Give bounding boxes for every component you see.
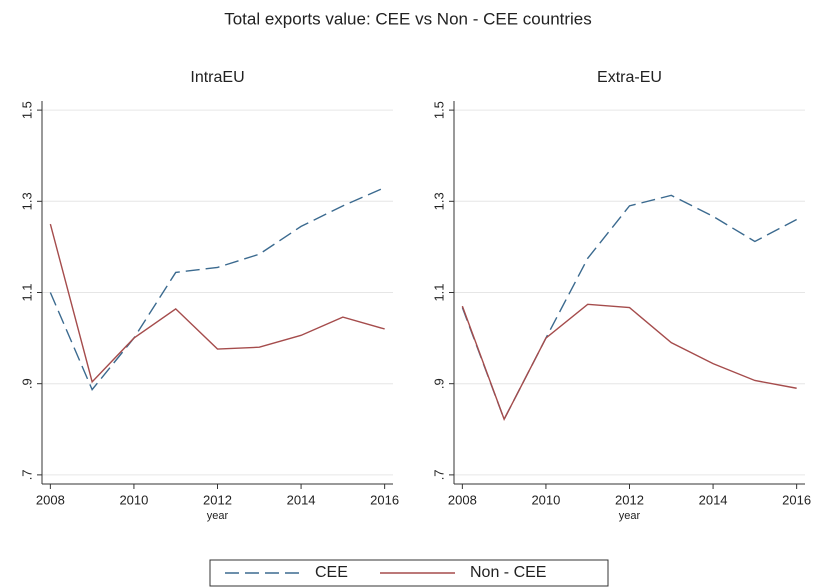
panel-title: Extra-EU: [597, 69, 662, 86]
y-tick-label: .7: [19, 469, 34, 480]
x-axis-label: year: [207, 510, 229, 522]
legend-label: CEE: [315, 564, 348, 581]
x-tick-label: 2010: [531, 492, 560, 507]
figure-title: Total exports value: CEE vs Non - CEE co…: [224, 9, 592, 28]
y-tick-label: 1.3: [19, 192, 34, 210]
data-line: [49, 186, 385, 391]
x-tick-label: 2014: [287, 492, 316, 507]
y-tick-label: 1.5: [19, 101, 34, 119]
y-tick-label: .7: [431, 469, 446, 480]
y-tick-label: 1.3: [431, 192, 446, 210]
y-tick-label: .9: [431, 378, 446, 389]
x-tick-label: 2008: [36, 492, 65, 507]
y-tick-label: .9: [19, 378, 34, 389]
data-line: [49, 223, 385, 384]
x-tick-label: 2008: [448, 492, 477, 507]
panel-title: IntraEU: [190, 69, 244, 86]
x-tick-label: 2012: [615, 492, 644, 507]
x-tick-label: 2014: [699, 492, 728, 507]
x-tick-label: 2016: [370, 492, 399, 507]
y-tick-label: 1.5: [431, 101, 446, 119]
x-axis-label: year: [619, 510, 641, 522]
x-tick-label: 2012: [203, 492, 232, 507]
data-line: [461, 303, 797, 421]
legend-label: Non - CEE: [470, 564, 546, 581]
y-tick-label: 1.1: [431, 283, 446, 301]
y-tick-label: 1.1: [19, 283, 34, 301]
x-tick-label: 2016: [782, 492, 811, 507]
x-tick-label: 2010: [119, 492, 148, 507]
